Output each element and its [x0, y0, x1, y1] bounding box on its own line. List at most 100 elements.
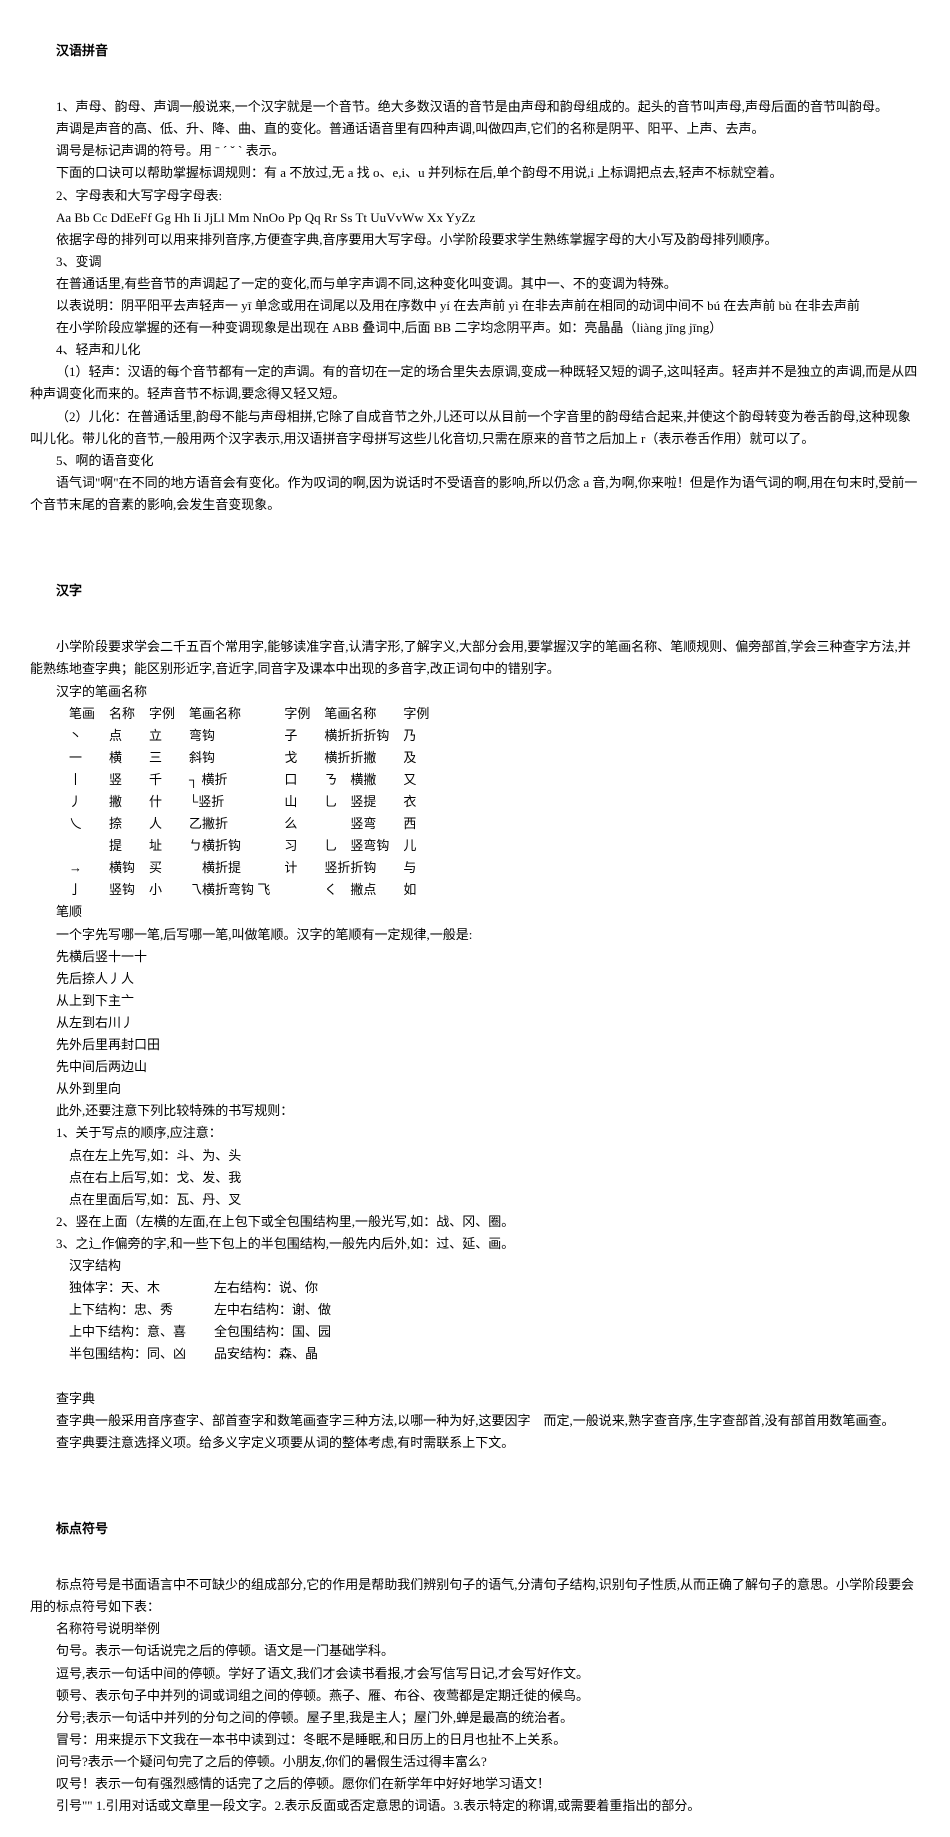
td: 儿: [403, 835, 443, 857]
text: 以表说明：阴平阳平去声轻声一 yī 单念或用在词尾以及用在序数中 yí 在去声前…: [30, 295, 920, 317]
td: 横折折折钩: [324, 725, 403, 747]
text: 从外到里向: [56, 1078, 920, 1100]
section-title-pinyin: 汉语拼音: [30, 40, 920, 62]
td: →: [69, 857, 109, 879]
td: 品安结构：森、晶: [214, 1343, 359, 1365]
td: 丨: [69, 769, 109, 791]
td: 乚 竖提: [324, 791, 403, 813]
td: 提: [109, 835, 149, 857]
table-row: 上中下结构：意、喜全包围结构：国、园: [69, 1321, 359, 1343]
td: 亅: [69, 879, 109, 901]
td: 乀: [69, 813, 109, 835]
td: 三: [149, 747, 189, 769]
td: 衣: [403, 791, 443, 813]
text: 顿号、表示句子中并列的词或词组之间的停顿。燕子、雁、布谷、夜莺都是定期迁徙的候鸟…: [30, 1685, 920, 1707]
text: 先后捺人丿人: [56, 968, 920, 990]
section-title-biaodian: 标点符号: [30, 1518, 920, 1540]
td: 半包围结构：同、凶: [69, 1343, 214, 1365]
td: 子: [284, 725, 324, 747]
td: 乚 竖弯钩: [324, 835, 403, 857]
td: 又: [403, 769, 443, 791]
text: 逗号,表示一句话中间的停顿。学好了语文,我们才会读书看报,才会写信写日记,才会写…: [30, 1663, 920, 1685]
text: 点在右上后写,如：戈、发、我: [69, 1167, 920, 1189]
text: 汉字结构: [69, 1255, 920, 1277]
th: 字例: [284, 703, 324, 725]
table-row: 丶点立弯钩子横折折折钩乃: [69, 725, 443, 747]
text: （1）轻声：汉语的每个音节都有一定的声调。有的音切在一定的场合里失去原调,变成一…: [30, 361, 920, 405]
text: 分号;表示一句话中并列的分句之间的停顿。屋子里,我是主人；屋门外,蝉是最高的统治…: [30, 1707, 920, 1729]
td: 竖折折钩: [324, 857, 403, 879]
td: 什: [149, 791, 189, 813]
td: 么: [284, 813, 324, 835]
th: 名称: [109, 703, 149, 725]
td: 独体字：天、木: [69, 1277, 214, 1299]
td: 点: [109, 725, 149, 747]
table-row: 独体字：天、木左右结构：说、你: [69, 1277, 359, 1299]
text: 点在左上先写,如：斗、为、头: [69, 1145, 920, 1167]
td: 竖: [109, 769, 149, 791]
td: 竖弯: [324, 813, 403, 835]
td: 山: [284, 791, 324, 813]
table-row: 丨竖千┐ 横折口ㄋ 横撇又: [69, 769, 443, 791]
td: 乁横折弯钩 飞: [189, 879, 284, 901]
text: 5、啊的语音变化: [30, 450, 920, 472]
text: 名称符号说明举例: [30, 1618, 920, 1640]
td: 人: [149, 813, 189, 835]
td: 横钩: [109, 857, 149, 879]
text: 标点符号是书面语言中不可缺少的组成部分,它的作用是帮助我们辨别句子的语气,分清句…: [30, 1574, 920, 1618]
td: 习: [284, 835, 324, 857]
text: 在普通话里,有些音节的声调起了一定的变化,而与单字声调不同,这种变化叫变调。其中…: [30, 273, 920, 295]
text: 在小学阶段应掌握的还有一种变调现象是出现在 ABB 叠词中,后面 BB 二字均念…: [30, 317, 920, 339]
th: 笔画名称: [189, 703, 284, 725]
td: 乃: [403, 725, 443, 747]
td: 斜钩: [189, 747, 284, 769]
text: （2）儿化：在普通话里,韵母不能与声母相拼,它除了自成音节之外,儿还可以从目前一…: [30, 406, 920, 450]
td: [69, 835, 109, 857]
text: 从上到下主亠: [56, 990, 920, 1012]
text: 汉字的笔画名称: [30, 681, 920, 703]
td: 乙撇折: [189, 813, 284, 835]
th: 笔画: [69, 703, 109, 725]
text: 调号是标记声调的符号。用 ˉ ˊ ˇ ˋ 表示。: [30, 140, 920, 162]
text: 一个字先写哪一笔,后写哪一笔,叫做笔顺。汉字的笔顺有一定规律,一般是:: [56, 924, 920, 946]
text: 从左到右川丿: [56, 1012, 920, 1034]
td: 全包围结构：国、园: [214, 1321, 359, 1343]
td: 丶: [69, 725, 109, 747]
td: 横折提: [189, 857, 284, 879]
text: 冒号：用来提示下文我在一本书中读到过：冬眠不是睡眠,和日历上的日月也扯不上关系。: [30, 1729, 920, 1751]
td: 横: [109, 747, 149, 769]
table-row: 半包围结构：同、凶品安结构：森、晶: [69, 1343, 359, 1365]
td: 上下结构：忠、秀: [69, 1299, 214, 1321]
td: 横折折撇: [324, 747, 403, 769]
th: 字例: [149, 703, 189, 725]
td: 一: [69, 747, 109, 769]
text: 查字典要注意选择义项。给多义字定义项要从词的整体考虑,有时需联系上下文。: [56, 1432, 920, 1454]
td: 左右结构：说、你: [214, 1277, 359, 1299]
td: ㄅ横折钩: [189, 835, 284, 857]
text: 问号?表示一个疑问句完了之后的停顿。小朋友,你们的暑假生活过得丰富么?: [30, 1751, 920, 1773]
text: 查字典一般采用音序查字、部首查字和数笔画查字三种方法,以哪一种为好,这要因字 而…: [56, 1410, 920, 1432]
td: 与: [403, 857, 443, 879]
table-row: →横钩买 横折提计竖折折钩与: [69, 857, 443, 879]
th: 字例: [403, 703, 443, 725]
text: 下面的口诀可以帮助掌握标调规则：有 a 不放过,无 a 找 o、e,i、u 并列…: [30, 162, 920, 184]
text: 2、竖在上面（左横的左面,在上包下或全包围结构里,一般光写,如：战、冈、圈。: [56, 1211, 920, 1233]
td: ┐ 横折: [189, 769, 284, 791]
bihua-table: 笔画 名称 字例 笔画名称 字例 笔画名称 字例 丶点立弯钩子横折折折钩乃 一横…: [69, 703, 443, 902]
td: 如: [403, 879, 443, 901]
text: 笔顺: [56, 901, 920, 923]
text: 此外,还要注意下列比较特殊的书写规则：: [56, 1100, 920, 1122]
text: 先中间后两边山: [56, 1056, 920, 1078]
td: 小: [149, 879, 189, 901]
text: 先外后里再封口田: [56, 1034, 920, 1056]
table-row: 提址ㄅ横折钩习乚 竖弯钩儿: [69, 835, 443, 857]
td: 撇: [109, 791, 149, 813]
struct-table: 独体字：天、木左右结构：说、你 上下结构：忠、秀左中右结构：谢、做 上中下结构：…: [69, 1277, 359, 1365]
td: 弯钩: [189, 725, 284, 747]
td: 西: [403, 813, 443, 835]
td: 口: [284, 769, 324, 791]
td: [284, 879, 324, 901]
td: ㄋ 横撇: [324, 769, 403, 791]
text: 1、关于写点的顺序,应注意：: [56, 1122, 920, 1144]
text: 依据字母的排列可以用来排列音序,方便查字典,音序要用大写字母。小学阶段要求学生熟…: [30, 229, 920, 251]
